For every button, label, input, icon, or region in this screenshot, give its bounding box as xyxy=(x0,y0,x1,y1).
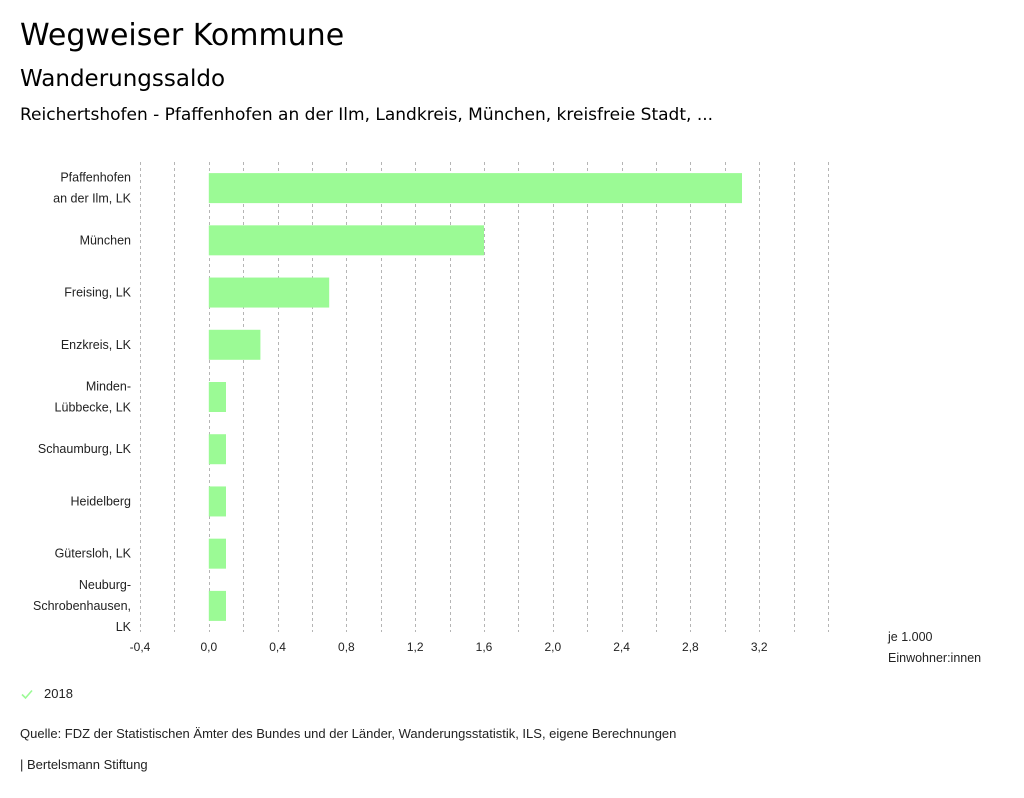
bar[interactable] xyxy=(208,434,226,465)
category-label: Schrobenhausen, xyxy=(33,599,131,613)
unit-line-2: Einwohner:innen xyxy=(888,651,982,665)
x-tick-label: 2,4 xyxy=(613,640,630,654)
x-tick-label: 2,0 xyxy=(544,640,561,654)
x-tick-labels: -0,4 0,0 0,4 0,8 1,2 1,6 2,0 2,4 2,8 3,2 xyxy=(130,640,768,654)
unit-line-1: je 1.000 xyxy=(888,630,933,644)
bar[interactable] xyxy=(208,382,226,412)
x-tick-label: 0,4 xyxy=(269,640,286,654)
x-tick-label: 3,2 xyxy=(751,640,768,654)
region-selection: Reichertshofen - Pfaffenhofen an der Ilm… xyxy=(20,105,714,125)
bar[interactable] xyxy=(208,538,226,569)
axis-unit-label: je 1.000 Einwohner:innen xyxy=(888,627,981,669)
legend-item-2018[interactable]: 2018 xyxy=(20,686,73,701)
bar[interactable] xyxy=(208,173,743,204)
source-note: Quelle: FDZ der Statistischen Ämter des … xyxy=(20,726,677,741)
category-label: München xyxy=(80,233,131,247)
credit-note: | Bertelsmann Stiftung xyxy=(20,757,148,772)
category-label: LK xyxy=(116,620,132,634)
bar[interactable] xyxy=(208,486,226,517)
chart-subtitle: Wanderungssaldo xyxy=(20,66,226,92)
page-title: Wegweiser Kommune xyxy=(20,18,345,53)
bar-chart: Pfaffenhofen an der Ilm, LK München Freisin… xyxy=(33,162,829,654)
category-label: Enzkreis, LK xyxy=(61,338,132,352)
bars xyxy=(208,173,743,621)
bar[interactable] xyxy=(208,277,330,308)
bar[interactable] xyxy=(208,590,226,621)
category-label: Freising, LK xyxy=(64,286,131,300)
legend-label: 2018 xyxy=(44,686,73,701)
category-label: Gütersloh, LK xyxy=(55,547,132,561)
x-tick-label: 1,6 xyxy=(476,640,493,654)
bar[interactable] xyxy=(208,225,485,256)
category-label: Schaumburg, LK xyxy=(38,442,132,456)
x-tick-label: 0,0 xyxy=(200,640,217,654)
bar[interactable] xyxy=(208,329,261,360)
x-tick-label: 0,8 xyxy=(338,640,355,654)
x-tick-label: 2,8 xyxy=(682,640,699,654)
category-label: an der Ilm, LK xyxy=(53,192,131,206)
category-labels: Pfaffenhofen an der Ilm, LK München Freisin… xyxy=(33,171,132,634)
x-tick-label: -0,4 xyxy=(130,640,151,654)
x-tick-label: 1,2 xyxy=(407,640,424,654)
category-label: Minden- xyxy=(86,380,131,394)
category-label: Heidelberg xyxy=(71,494,132,508)
category-label: Pfaffenhofen xyxy=(60,171,131,185)
category-label: Lübbecke, LK xyxy=(55,401,132,415)
category-label: Neuburg- xyxy=(79,578,131,592)
check-icon xyxy=(21,689,33,699)
